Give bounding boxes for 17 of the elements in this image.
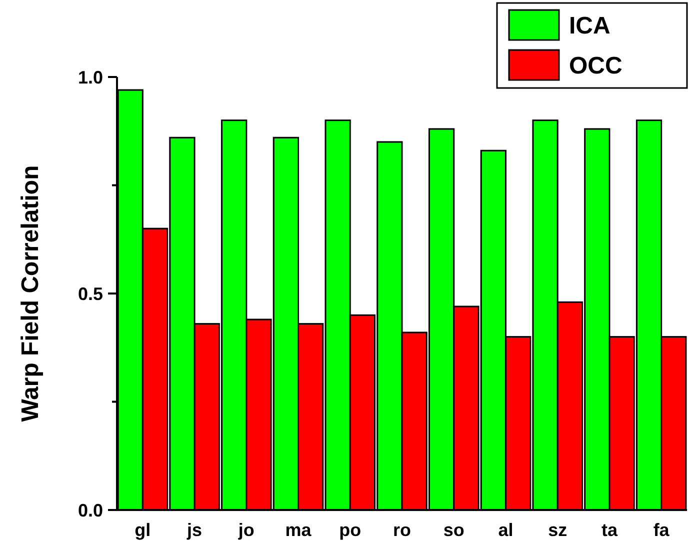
y-tick-label: 0.5 — [78, 284, 103, 304]
x-tick-label: al — [498, 520, 514, 540]
legend-label: ICA — [569, 12, 610, 40]
x-tick-label: ma — [285, 520, 312, 540]
x-tick-label: jo — [237, 520, 254, 540]
y-axis-title: Warp Field Correlation — [17, 165, 44, 422]
legend-label: OCC — [569, 52, 622, 80]
x-tick-label: gl — [134, 520, 151, 540]
x-tick-label: ro — [393, 520, 412, 540]
x-tick-label: po — [339, 520, 362, 540]
x-tick-label: ta — [601, 520, 618, 540]
x-tick-label: sz — [548, 520, 568, 540]
y-tick-label: 0.0 — [78, 500, 103, 520]
x-tick-label: js — [186, 520, 202, 540]
y-tick-label: 1.0 — [78, 67, 103, 88]
x-tick-label: so — [443, 520, 464, 540]
x-tick-label: fa — [653, 520, 670, 540]
